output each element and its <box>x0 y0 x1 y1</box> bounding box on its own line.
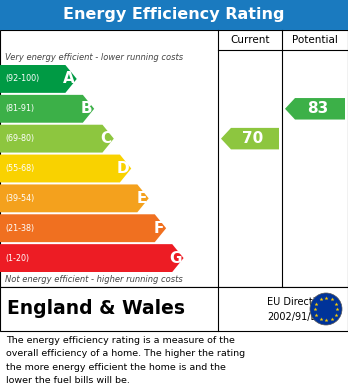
Text: (39-54): (39-54) <box>5 194 34 203</box>
Text: 70: 70 <box>242 131 264 146</box>
Text: 2002/91/EC: 2002/91/EC <box>267 312 324 322</box>
Polygon shape <box>0 154 131 183</box>
Bar <box>0 30 348 287</box>
Text: (81-91): (81-91) <box>5 104 34 113</box>
Text: 83: 83 <box>307 101 329 116</box>
Text: A: A <box>63 72 75 86</box>
Bar <box>0 287 348 331</box>
Text: the more energy efficient the home is and the: the more energy efficient the home is an… <box>6 362 226 371</box>
Text: EU Directive: EU Directive <box>267 298 328 307</box>
Polygon shape <box>0 65 77 93</box>
Text: F: F <box>154 221 164 236</box>
Text: (55-68): (55-68) <box>5 164 34 173</box>
Text: lower the fuel bills will be.: lower the fuel bills will be. <box>6 376 130 385</box>
Text: overall efficiency of a home. The higher the rating: overall efficiency of a home. The higher… <box>6 349 245 358</box>
Text: C: C <box>101 131 112 146</box>
Polygon shape <box>0 185 149 212</box>
Polygon shape <box>285 98 345 120</box>
Text: (69-80): (69-80) <box>5 134 34 143</box>
Circle shape <box>310 293 342 325</box>
Text: England & Wales: England & Wales <box>7 300 185 319</box>
Polygon shape <box>0 214 166 242</box>
Text: (92-100): (92-100) <box>5 74 39 83</box>
Polygon shape <box>221 128 279 149</box>
Text: Not energy efficient - higher running costs: Not energy efficient - higher running co… <box>5 276 183 285</box>
Text: The energy efficiency rating is a measure of the: The energy efficiency rating is a measur… <box>6 336 235 345</box>
Polygon shape <box>0 95 94 123</box>
Text: G: G <box>169 251 182 265</box>
Text: D: D <box>117 161 129 176</box>
Text: Current: Current <box>230 35 270 45</box>
Bar <box>0 0 348 30</box>
Polygon shape <box>0 244 183 272</box>
Text: (21-38): (21-38) <box>5 224 34 233</box>
Text: (1-20): (1-20) <box>5 254 29 263</box>
Text: E: E <box>136 191 147 206</box>
Polygon shape <box>0 125 114 152</box>
Text: Potential: Potential <box>292 35 338 45</box>
Text: Very energy efficient - lower running costs: Very energy efficient - lower running co… <box>5 52 183 61</box>
Text: B: B <box>80 101 92 116</box>
Text: Energy Efficiency Rating: Energy Efficiency Rating <box>63 7 285 23</box>
